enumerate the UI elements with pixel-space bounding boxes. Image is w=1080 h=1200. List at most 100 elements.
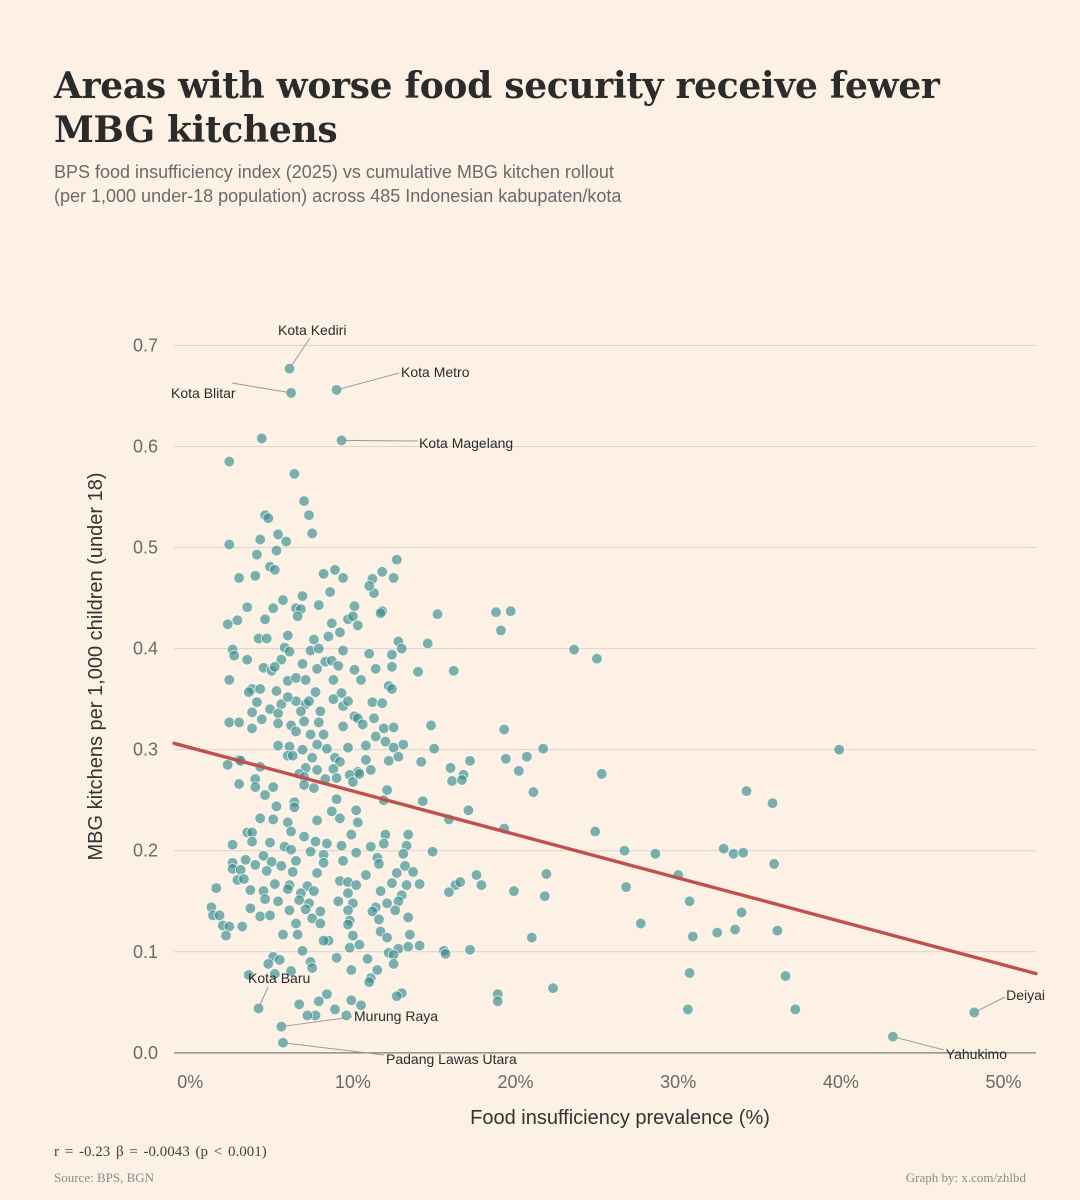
data-point xyxy=(365,840,377,853)
data-point xyxy=(475,879,488,891)
data-point xyxy=(342,904,354,917)
data-point xyxy=(329,564,341,576)
y-tick-label: 0.4 xyxy=(133,639,158,659)
data-point xyxy=(737,846,749,859)
data-point xyxy=(345,828,358,841)
data-point xyxy=(311,764,323,776)
data-point xyxy=(301,1009,314,1022)
data-point xyxy=(347,610,359,623)
data-point xyxy=(317,728,330,741)
annotation-label: Yahukimo xyxy=(946,1046,1007,1062)
data-point xyxy=(352,619,364,632)
annotation-leader xyxy=(281,1016,353,1028)
data-point xyxy=(327,674,340,686)
data-point xyxy=(269,968,281,980)
annotation-leader xyxy=(341,439,419,442)
data-point xyxy=(347,929,359,942)
data-point xyxy=(356,718,369,731)
data-point xyxy=(286,866,299,878)
data-point xyxy=(283,362,296,375)
data-point xyxy=(334,812,346,825)
data-point xyxy=(413,878,426,890)
data-point xyxy=(369,730,382,743)
data-point xyxy=(337,855,349,867)
data-point xyxy=(321,988,333,1000)
data-point xyxy=(402,911,414,924)
data-point xyxy=(313,995,325,1008)
data-point xyxy=(285,825,297,838)
data-point xyxy=(376,566,388,578)
data-point xyxy=(768,858,780,870)
data-point xyxy=(446,775,458,787)
data-point xyxy=(397,738,410,751)
data-point xyxy=(249,859,262,871)
data-point xyxy=(223,538,236,551)
data-point xyxy=(260,865,273,877)
annotation-label: Padang Lawas Utara xyxy=(386,1051,517,1067)
data-point xyxy=(269,878,281,890)
data-point xyxy=(417,795,429,807)
data-point xyxy=(335,839,348,852)
data-point xyxy=(391,867,403,879)
subtitle-line-2: (per 1,000 under-18 population) across 4… xyxy=(54,186,622,206)
data-point xyxy=(256,432,268,445)
data-point xyxy=(243,969,255,981)
data-point xyxy=(246,722,258,735)
data-point xyxy=(404,928,416,941)
x-tick-label: 30% xyxy=(660,1072,696,1092)
data-point xyxy=(249,781,262,793)
data-point xyxy=(275,860,288,872)
data-point xyxy=(360,754,372,766)
data-point xyxy=(317,857,330,869)
data-point xyxy=(490,606,502,618)
data-point xyxy=(246,835,258,848)
data-point xyxy=(345,964,358,976)
data-point xyxy=(270,800,283,813)
data-point xyxy=(303,695,315,707)
x-tick-label: 40% xyxy=(823,1072,859,1092)
x-axis-title: Food insufficiency prevalence (%) xyxy=(470,1107,770,1129)
data-point xyxy=(379,735,392,748)
data-point xyxy=(288,801,301,814)
data-point xyxy=(228,649,240,662)
data-point xyxy=(254,910,266,923)
data-point xyxy=(717,842,730,855)
annotation-label: Kota Baru xyxy=(248,970,310,986)
data-point xyxy=(361,953,374,965)
data-point xyxy=(374,885,387,897)
data-point xyxy=(363,647,375,660)
data-point xyxy=(251,548,263,561)
data-point xyxy=(500,753,512,765)
data-point xyxy=(290,672,302,684)
data-point xyxy=(363,580,375,592)
data-point xyxy=(387,721,400,734)
data-point xyxy=(259,789,271,801)
data-point xyxy=(368,712,380,725)
data-point xyxy=(415,756,427,768)
data-point xyxy=(298,830,310,843)
data-point xyxy=(223,716,236,729)
data-point xyxy=(392,750,405,763)
data-point xyxy=(620,881,632,893)
data-point xyxy=(431,608,444,620)
data-point xyxy=(210,882,223,894)
data-point xyxy=(308,633,320,646)
data-point xyxy=(378,722,390,735)
data-point xyxy=(386,661,398,673)
data-point xyxy=(308,885,320,897)
data-point xyxy=(223,455,236,468)
data-point xyxy=(456,774,468,786)
data-point xyxy=(729,923,741,936)
x-tick-label: 50% xyxy=(985,1072,1021,1092)
data-point xyxy=(381,931,393,944)
data-point xyxy=(366,905,379,918)
data-point xyxy=(395,642,408,655)
data-point xyxy=(464,944,476,956)
data-point xyxy=(740,785,753,797)
data-point xyxy=(540,868,553,880)
data-point xyxy=(306,527,318,540)
data-point xyxy=(353,768,366,780)
data-point xyxy=(547,982,559,994)
data-point xyxy=(262,512,275,524)
data-point xyxy=(618,844,631,857)
